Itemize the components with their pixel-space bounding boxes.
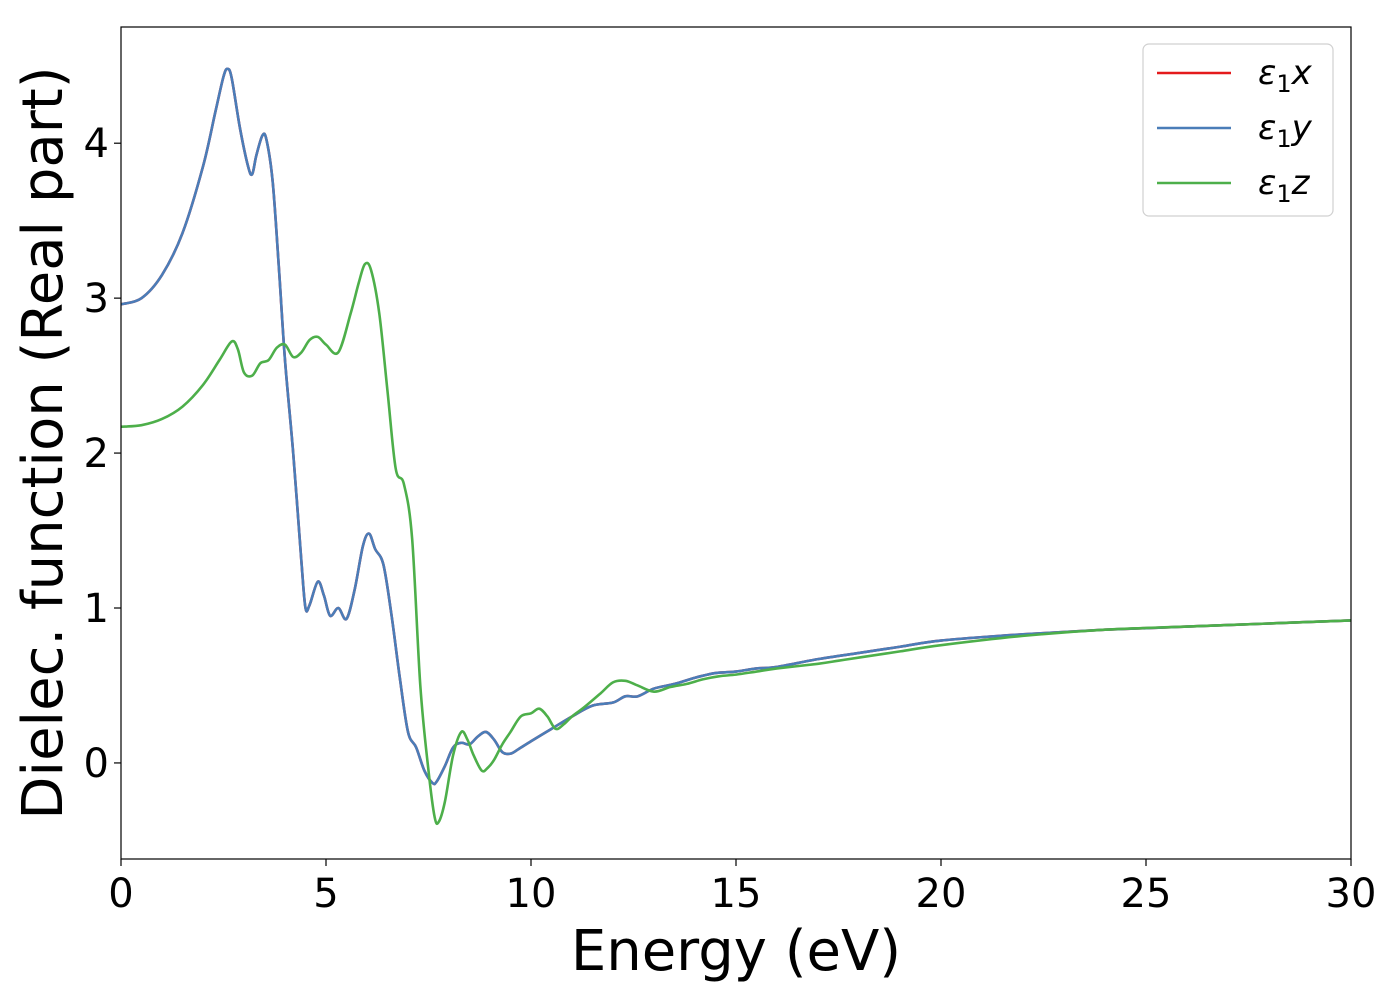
y-tick-label: 0 xyxy=(84,741,109,787)
x-tick-label: 30 xyxy=(1326,871,1377,917)
x-tick-label: 15 xyxy=(711,871,762,917)
series-line-z xyxy=(120,261,1352,826)
x-tick-label: 5 xyxy=(313,871,338,917)
y-tick-label: 4 xyxy=(84,121,109,167)
x-tick-label: 25 xyxy=(1121,871,1172,917)
plot-lines xyxy=(120,67,1352,826)
y-axis-ticks: 0 1 2 3 4 xyxy=(84,121,121,787)
legend-label-x: ε1x xyxy=(1258,53,1313,98)
y-axis-title: Dielec. function (Real part) xyxy=(11,66,76,819)
legend-label-z: ε1z xyxy=(1258,163,1311,208)
x-tick-label: 0 xyxy=(108,871,133,917)
x-tick-label: 10 xyxy=(506,871,557,917)
y-tick-label: 1 xyxy=(84,586,109,632)
x-axis-ticks: 0 5 10 15 20 25 30 xyxy=(108,859,1376,917)
legend-label-y: ε1y xyxy=(1258,108,1313,153)
series-line-y xyxy=(120,67,1352,786)
y-tick-label: 3 xyxy=(84,276,109,322)
y-tick-label: 2 xyxy=(84,431,109,477)
legend: ε1x ε1y ε1z xyxy=(1142,43,1334,217)
legend-box xyxy=(1142,43,1334,217)
x-tick-label: 20 xyxy=(916,871,967,917)
x-axis-title: Energy (eV) xyxy=(571,919,901,984)
